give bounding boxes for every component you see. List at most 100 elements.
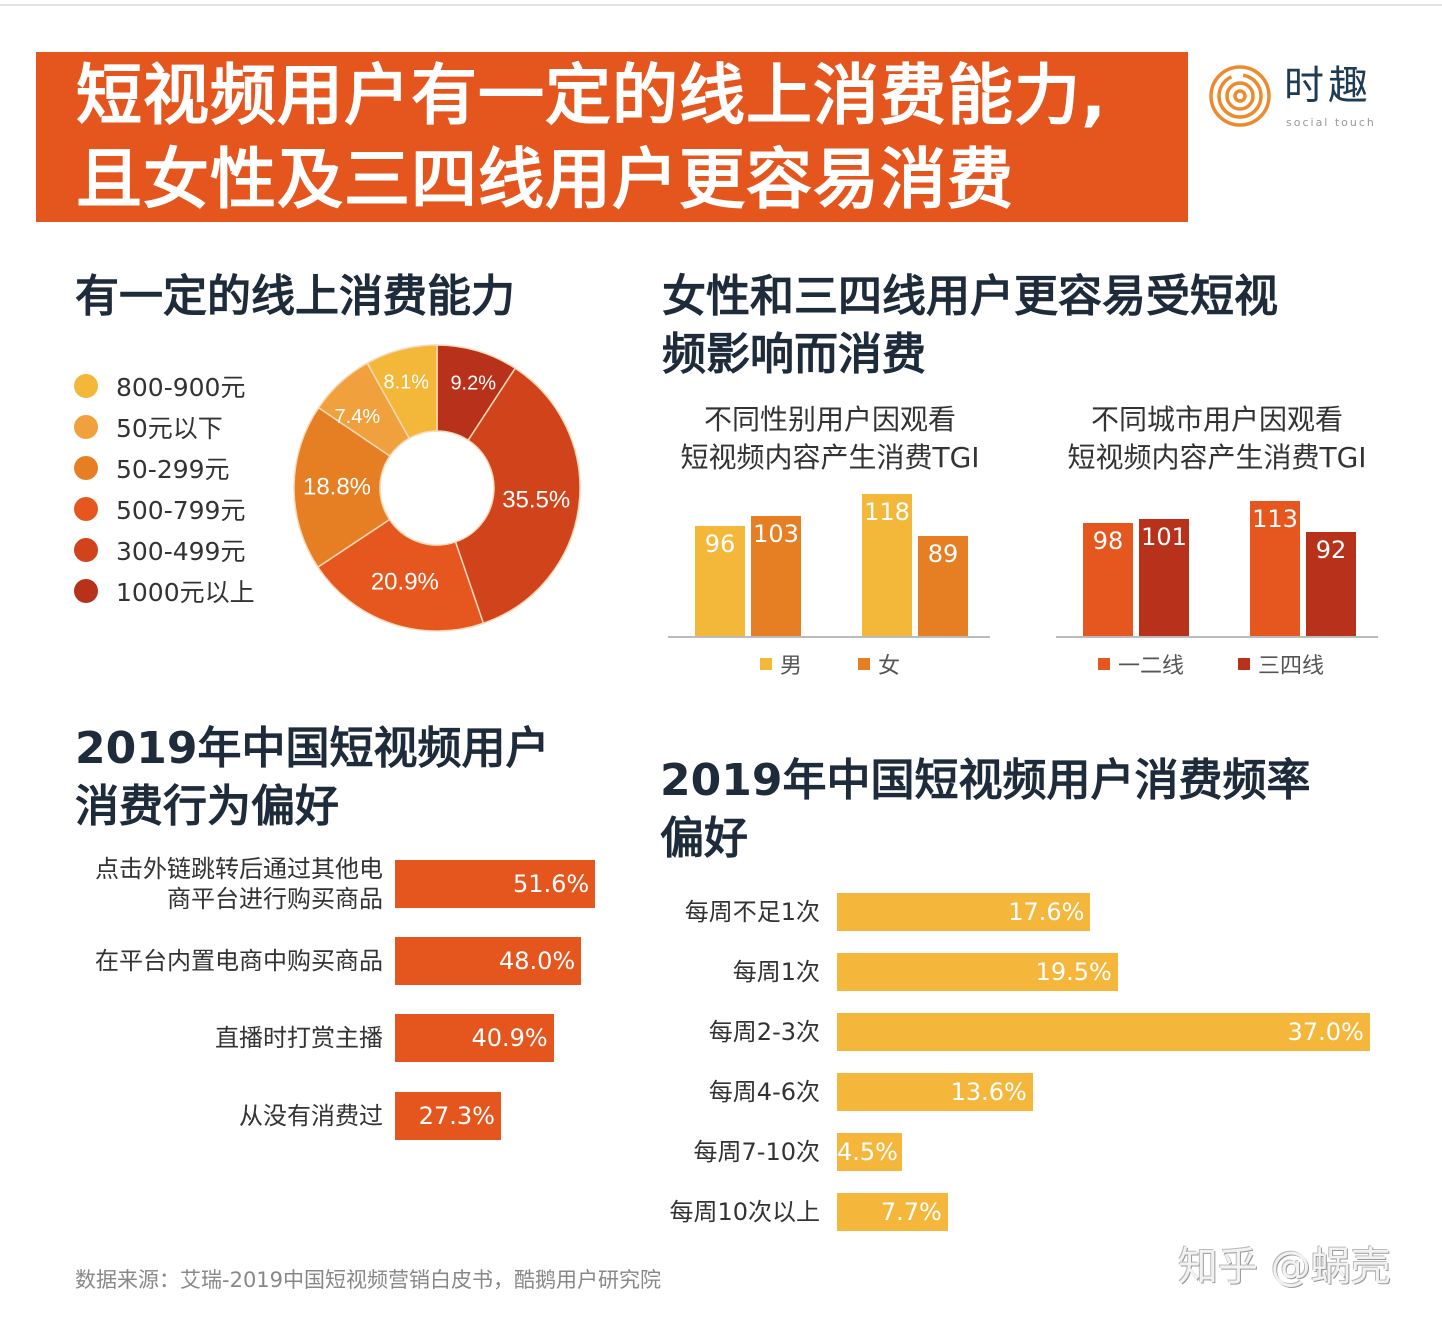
legend-swatch: [74, 455, 98, 480]
gender-chart-title-2: 短视频内容产生消费TGI: [680, 441, 980, 474]
legend-swatch: [74, 496, 98, 521]
legend-label: 800-900元: [116, 372, 246, 402]
legend-swatch: [74, 414, 98, 439]
bar: [395, 937, 582, 985]
category-label: 直播时打赏主播: [215, 1024, 383, 1052]
header-banner: 短视频用户有一定的线上消费能力, 且女性及三四线用户更容易消费: [36, 52, 1188, 222]
legend-label: 男: [780, 654, 803, 679]
legend-item: 800-900元: [74, 365, 255, 406]
bar: [1306, 531, 1356, 636]
category-label: 每周1次: [732, 958, 820, 986]
bar-value-label: 101: [1141, 522, 1187, 551]
legend-item: 男: [760, 648, 802, 680]
category-label: 从没有消费过: [239, 1102, 383, 1130]
watermark: 知乎 @蜗壳: [1178, 1244, 1391, 1290]
logo-tagline: social touch: [1286, 116, 1376, 129]
legend-label: 女: [878, 654, 901, 679]
frequency-chart: 每周不足1次 17.6% 每周1次 19.5% 每周2-3次 37.0% 每周4-6次 13.…: [640, 880, 1440, 1240]
bar-value-label: 118: [864, 498, 910, 527]
legend-item: 1000元以上: [74, 570, 255, 611]
behavior-chart: 点击外链跳转后通过其他电 商平台进行购买商品 51.6% 在平台内置电商中购买商品 48…: [0, 850, 640, 1150]
legend-item: 女: [858, 648, 900, 680]
x-axis-line: [1056, 636, 1378, 638]
donut-slice-label: 35.5%: [502, 486, 570, 513]
donut-slice-label: 7.4%: [335, 406, 381, 428]
bar-value-label: 7.7%: [880, 1198, 942, 1226]
legend-item: 50元以下: [74, 406, 255, 447]
bar: [837, 1133, 902, 1171]
section-title-frequency-2: 偏好: [660, 813, 748, 864]
legend-label: 500-799元: [116, 495, 246, 525]
bar-value-label: 113: [1252, 505, 1298, 534]
bar: [695, 525, 745, 636]
legend-label: 三四线: [1258, 654, 1325, 679]
header-title-line1: 短视频用户有一定的线上消费能力,: [76, 57, 1108, 134]
donut-slice-label: 20.9%: [371, 569, 439, 596]
bar: [395, 1014, 554, 1062]
category-label: 点击外链跳转后通过其他电 商平台进行购买商品: [95, 855, 383, 913]
bar-value-label: 98: [1092, 527, 1124, 556]
legend-label: 50元以下: [116, 413, 223, 443]
concentric-rings-logo-icon: [1209, 65, 1271, 127]
legend-label: 1000元以上: [116, 577, 255, 607]
category-label: 每周2-3次: [708, 1018, 820, 1046]
bar-value-label: 51.6%: [512, 870, 590, 898]
bar: [837, 1073, 1033, 1111]
gender-chart-title-1: 不同性别用户因观看: [703, 403, 956, 436]
bar-value-label: 37.0%: [1287, 1018, 1364, 1046]
section-title-behavior-2: 消费行为偏好: [75, 781, 339, 832]
city-chart-title-2: 短视频内容产生消费TGI: [1067, 441, 1367, 474]
bar-value-label: 48.0%: [498, 947, 576, 975]
logo: 时趣 social touch: [1208, 62, 1388, 136]
legend-item: 300-499元: [74, 529, 255, 570]
bar-value-label: 40.9%: [471, 1024, 548, 1052]
section-title-frequency-1: 2019年中国短视频用户消费频率: [660, 755, 1311, 806]
bar: [395, 1092, 501, 1140]
section-title-spending: 有一定的线上消费能力: [75, 271, 515, 322]
bar-value-label: 4.5%: [837, 1138, 898, 1166]
city-chart-title-1: 不同城市用户因观看: [1090, 403, 1343, 436]
bar: [837, 893, 1091, 931]
bar: [918, 536, 968, 636]
bar: [837, 1193, 948, 1231]
bar-value-label: 103: [753, 519, 799, 548]
category-label: 每周7-10次: [693, 1138, 820, 1166]
gender-tgi-chart: 96 118 男 103 89 女: [668, 470, 990, 680]
legend-item: 50-299元: [74, 447, 255, 488]
legend-item: 500-799元: [74, 488, 255, 529]
bar-value-label: 13.6%: [950, 1078, 1027, 1106]
donut-slice-label: 8.1%: [383, 371, 429, 393]
section-title-tgi-1: 女性和三四线用户更容易受短视: [662, 271, 1278, 322]
bar-value-label: 89: [927, 540, 959, 569]
header-title-line2: 且女性及三四线用户更容易消费: [76, 141, 1014, 218]
donut-slice: [293, 406, 391, 569]
category-label: 每周4-6次: [708, 1078, 820, 1106]
donut-slice: [366, 344, 438, 440]
donut-slice-label: 9.2%: [450, 372, 496, 394]
legend-swatch: [1098, 658, 1110, 670]
section-title-behavior-1: 2019年中国短视频用户: [75, 723, 550, 774]
source-note: 数据来源：艾瑞-2019中国短视频营销白皮书，酷鹅用户研究院: [75, 1268, 662, 1292]
bar-value-label: 27.3%: [418, 1102, 495, 1130]
bar: [862, 494, 912, 636]
bar: [837, 953, 1118, 991]
logo-name: 时趣: [1284, 63, 1372, 109]
legend-label: 50-299元: [116, 454, 230, 484]
donut-legend: 800-900元 50元以下 50-299元 500-799元 300-499元 1000…: [74, 365, 255, 611]
bar: [837, 1013, 1370, 1051]
legend-swatch: [74, 373, 98, 398]
legend-swatch: [858, 658, 870, 670]
bar: [1250, 501, 1300, 636]
bar: [1083, 523, 1133, 636]
bar: [1139, 518, 1189, 636]
section-title-tgi-2: 频影响而消费: [662, 329, 926, 380]
top-divider: [0, 4, 1442, 6]
legend-label: 一二线: [1118, 654, 1185, 679]
bar-value-label: 96: [704, 529, 736, 558]
category-label: 每周不足1次: [684, 898, 820, 926]
legend-swatch: [1238, 658, 1250, 670]
bar: [395, 860, 596, 908]
legend-swatch: [74, 537, 98, 562]
donut-slice: [316, 518, 485, 632]
bar-value-label: 17.6%: [1008, 898, 1085, 926]
